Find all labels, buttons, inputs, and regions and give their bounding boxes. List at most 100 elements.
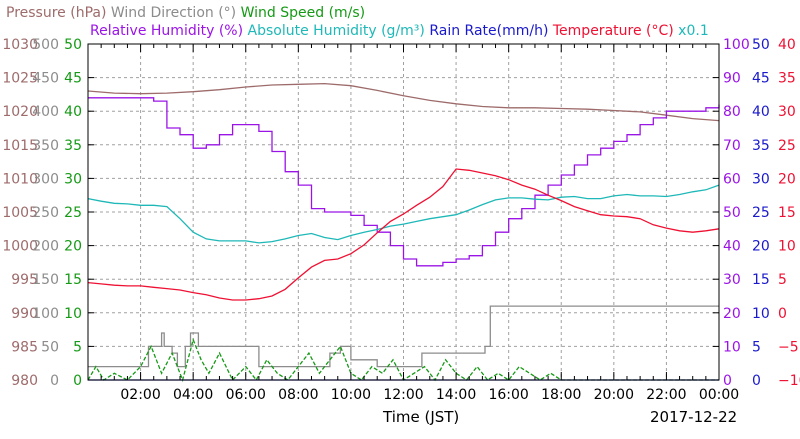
y-tick-label-temperature: 5 bbox=[778, 272, 787, 288]
y-tick-label-temperature: 20 bbox=[778, 171, 796, 187]
y-tick-label-wind_direction: 250 bbox=[32, 205, 59, 221]
y-tick-label-temperature: 15 bbox=[778, 205, 796, 221]
y-tick-label-wind_speed: 20 bbox=[64, 239, 82, 255]
y-tick-label-relative_humidity: 20 bbox=[723, 306, 741, 322]
legend-entry: Temperature (°C) bbox=[548, 23, 673, 39]
axis-label-layer: 9809859909951000100510101015102010251030… bbox=[2, 37, 800, 403]
y-tick-label-wind_speed: 10 bbox=[64, 306, 82, 322]
y-tick-label-wind_direction: 500 bbox=[32, 37, 59, 53]
y-tick-label-relative_humidity: 40 bbox=[723, 239, 741, 255]
y-tick-label-pressure: 990 bbox=[11, 306, 38, 322]
y-tick-label-wind_direction: 400 bbox=[32, 104, 59, 120]
y-tick-label-wind_direction: 300 bbox=[32, 171, 59, 187]
x-tick-label: 14:00 bbox=[436, 387, 476, 403]
series-line-relative_humidity bbox=[88, 97, 720, 267]
y-tick-label-relative_humidity: 70 bbox=[723, 138, 741, 154]
legend-entry: Relative Humidity (%) bbox=[90, 23, 243, 39]
y-tick-label-wind_direction: 100 bbox=[32, 306, 59, 322]
x-tick-label: 18:00 bbox=[541, 387, 581, 403]
y-tick-label-wind_speed: 15 bbox=[64, 272, 82, 288]
series-line-wind_direction bbox=[88, 305, 719, 368]
y-tick-label-wind_direction: 50 bbox=[41, 339, 59, 355]
series-line-pressure bbox=[87, 82, 720, 122]
y-tick-label-temperature: 35 bbox=[778, 71, 796, 87]
y-tick-label-pressure: 1030 bbox=[2, 37, 38, 53]
series-line-wind_speed bbox=[87, 337, 719, 383]
y-tick-label-rain_rate: 5 bbox=[752, 339, 761, 355]
x-tick-label: 06:00 bbox=[226, 387, 266, 403]
legend-entry: Absolute Humidity (g/m³) bbox=[243, 23, 425, 39]
y-tick-label-wind_direction: 0 bbox=[50, 373, 59, 389]
y-tick-label-relative_humidity: 100 bbox=[723, 37, 750, 53]
x-axis-title: Time (JST) bbox=[382, 408, 459, 426]
tick-layer bbox=[87, 43, 720, 381]
legend-entry: Wind Direction (°) bbox=[106, 5, 236, 21]
y-tick-label-temperature: 25 bbox=[778, 138, 796, 154]
y-tick-label-pressure: 1010 bbox=[2, 171, 38, 187]
legend-entry: Pressure (hPa) bbox=[6, 5, 106, 21]
series-line-temperature bbox=[87, 168, 720, 301]
y-tick-label-rain_rate: 30 bbox=[752, 171, 770, 187]
y-tick-label-wind_speed: 5 bbox=[73, 339, 82, 355]
y-tick-label-wind_speed: 35 bbox=[64, 138, 82, 154]
y-tick-label-pressure: 1015 bbox=[2, 138, 38, 154]
y-tick-label-rain_rate: 15 bbox=[752, 272, 770, 288]
y-tick-label-pressure: 1025 bbox=[2, 71, 38, 87]
legend-entry: x0.1 bbox=[674, 23, 709, 39]
x-tick-label: 16:00 bbox=[488, 387, 528, 403]
y-tick-label-pressure: 985 bbox=[11, 339, 38, 355]
y-tick-label-wind_speed: 25 bbox=[64, 205, 82, 221]
y-tick-label-pressure: 1005 bbox=[2, 205, 38, 221]
legend-entry: Rain Rate(mm/h) bbox=[425, 23, 549, 39]
y-tick-label-wind_direction: 450 bbox=[32, 71, 59, 87]
y-tick-label-wind_direction: 150 bbox=[32, 272, 59, 288]
y-tick-label-pressure: 1000 bbox=[2, 239, 38, 255]
x-tick-label: 00:00 bbox=[699, 387, 739, 403]
legend-row-1: Pressure (hPa) Wind Direction (°) Wind S… bbox=[6, 5, 365, 21]
y-tick-label-rain_rate: 25 bbox=[752, 205, 770, 221]
y-tick-label-relative_humidity: 30 bbox=[723, 272, 741, 288]
x-tick-label: 02:00 bbox=[120, 387, 160, 403]
x-tick-label: 04:00 bbox=[173, 387, 213, 403]
y-tick-label-rain_rate: 10 bbox=[752, 306, 770, 322]
y-tick-label-wind_speed: 40 bbox=[64, 104, 82, 120]
y-tick-label-relative_humidity: 10 bbox=[723, 339, 741, 355]
y-tick-label-pressure: 995 bbox=[11, 272, 38, 288]
y-tick-label-relative_humidity: 60 bbox=[723, 171, 741, 187]
y-tick-label-rain_rate: 45 bbox=[752, 71, 770, 87]
x-tick-label: 20:00 bbox=[594, 387, 634, 403]
x-tick-label: 10:00 bbox=[331, 387, 371, 403]
y-tick-label-pressure: 1020 bbox=[2, 104, 38, 120]
y-tick-label-temperature: 40 bbox=[778, 37, 796, 53]
y-tick-label-rain_rate: 0 bbox=[752, 373, 761, 389]
legend-row-2: Relative Humidity (%) Absolute Humidity … bbox=[90, 23, 709, 39]
y-tick-label-rain_rate: 35 bbox=[752, 138, 770, 154]
y-tick-label-relative_humidity: 0 bbox=[723, 373, 732, 389]
y-tick-label-wind_direction: 200 bbox=[32, 239, 59, 255]
y-tick-label-temperature: 0 bbox=[778, 306, 787, 322]
date-label: 2017-12-22 bbox=[650, 408, 737, 426]
x-tick-label: 12:00 bbox=[383, 387, 423, 403]
y-tick-label-wind_speed: 45 bbox=[64, 71, 82, 87]
y-tick-label-wind_speed: 50 bbox=[64, 37, 82, 53]
y-tick-label-rain_rate: 50 bbox=[752, 37, 770, 53]
y-tick-label-relative_humidity: 80 bbox=[723, 104, 741, 120]
y-tick-label-wind_speed: 0 bbox=[73, 373, 82, 389]
legend-entry: Wind Speed (m/s) bbox=[236, 5, 365, 21]
y-tick-label-wind_direction: 350 bbox=[32, 138, 59, 154]
x-tick-label: 22:00 bbox=[646, 387, 686, 403]
y-tick-label-temperature: 10 bbox=[778, 239, 796, 255]
y-tick-label-wind_speed: 30 bbox=[64, 171, 82, 187]
series-line-absolute_humidity bbox=[87, 184, 720, 244]
y-tick-label-temperature: −5 bbox=[778, 339, 799, 355]
y-tick-label-temperature: −10 bbox=[778, 373, 800, 389]
y-tick-label-rain_rate: 40 bbox=[752, 104, 770, 120]
y-tick-label-relative_humidity: 90 bbox=[723, 71, 741, 87]
y-tick-label-temperature: 30 bbox=[778, 104, 796, 120]
y-tick-label-relative_humidity: 50 bbox=[723, 205, 741, 221]
y-tick-label-rain_rate: 20 bbox=[752, 239, 770, 255]
y-tick-label-pressure: 980 bbox=[11, 373, 38, 389]
